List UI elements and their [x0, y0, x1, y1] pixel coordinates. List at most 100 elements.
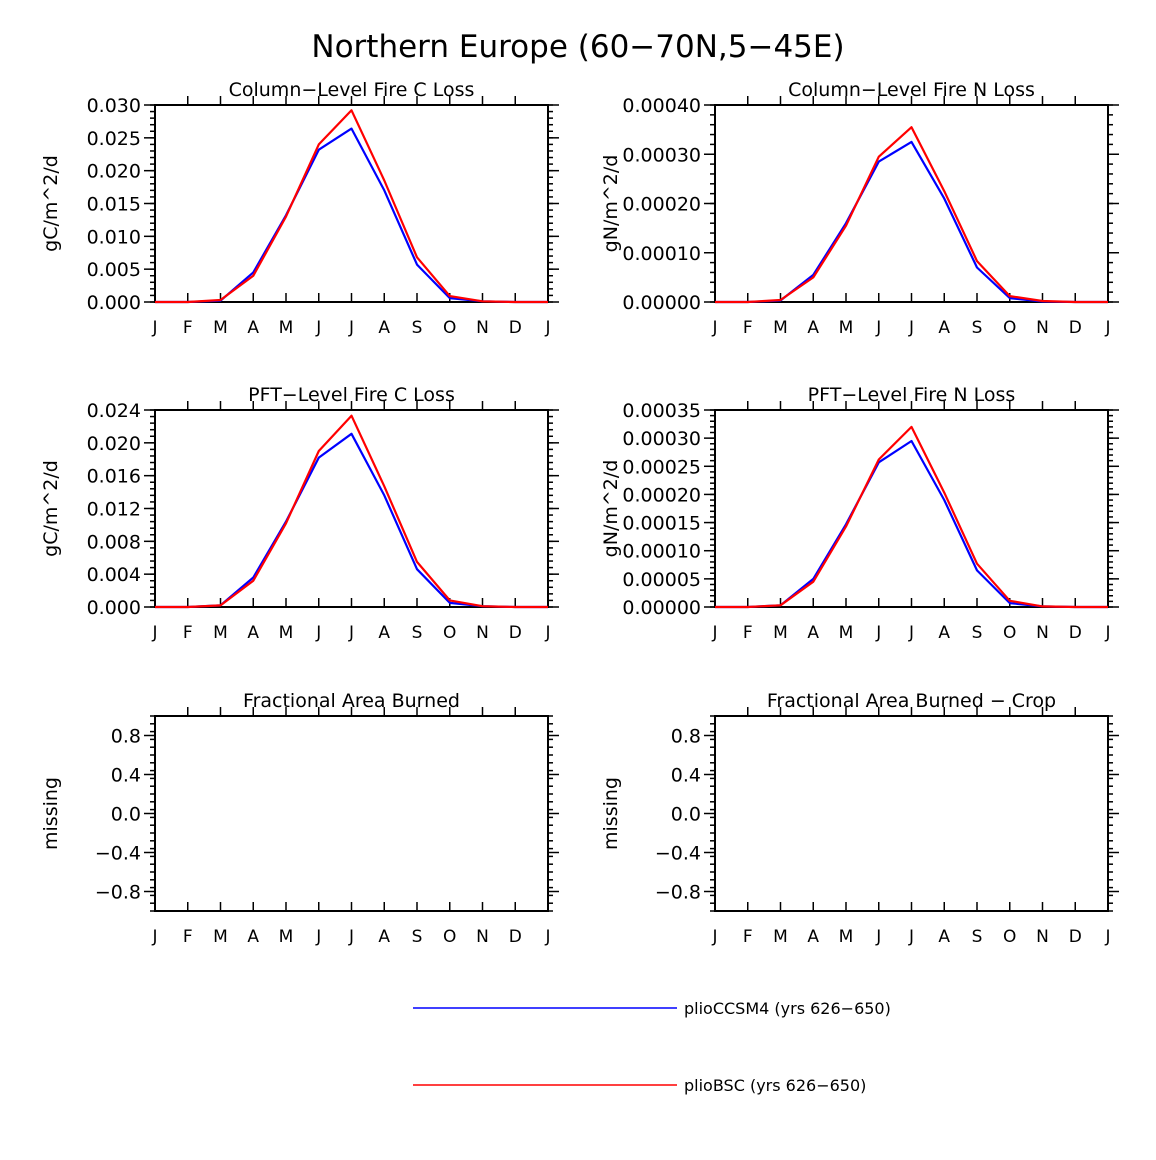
x-tick-label: J [315, 927, 321, 947]
y-tick-label: 0.00025 [622, 456, 701, 478]
x-tick-label: S [412, 318, 423, 338]
legend-label: plioBSC (yrs 626−650) [684, 1076, 866, 1095]
y-tick-label: 0.008 [87, 531, 141, 553]
x-tick-label: A [247, 623, 259, 643]
x-tick-label: M [279, 318, 294, 338]
x-tick-label: M [213, 318, 228, 338]
plot-frame [714, 104, 1109, 303]
y-tick-label: 0.00030 [622, 144, 701, 166]
x-tick-label: J [875, 318, 881, 338]
y-tick-label: 0.012 [87, 499, 141, 521]
x-tick-label: D [1069, 318, 1082, 338]
x-tick-label: J [711, 927, 717, 947]
x-tick-label: O [1003, 318, 1016, 338]
x-tick-label: N [476, 318, 489, 338]
x-tick-label: A [378, 318, 390, 338]
x-tick-label: F [183, 927, 193, 947]
x-tick-label: J [1104, 318, 1110, 338]
legend: plioCCSM4 (yrs 626−650) plioBSC (yrs 626−… [413, 999, 891, 1095]
x-tick-label: N [1036, 318, 1049, 338]
y-axis-label: gN/m^2/d [600, 155, 622, 253]
y-axis-label: gC/m^2/d [40, 460, 62, 557]
x-tick-label: M [213, 623, 228, 643]
x-tick-label: D [509, 927, 522, 947]
x-tick-label: J [348, 623, 354, 643]
series-line-bsc [155, 109, 548, 304]
y-tick-label: 0.025 [87, 128, 141, 150]
x-tick-label: M [213, 927, 228, 947]
y-tick-label: 0.4 [671, 765, 701, 787]
plot-frame [154, 409, 549, 608]
x-tick-label: D [1069, 623, 1082, 643]
panel-title: PFT−Level Fire C Loss [248, 384, 455, 406]
x-tick-label: J [315, 318, 321, 338]
x-tick-label: J [875, 623, 881, 643]
y-tick-label: 0.004 [87, 564, 141, 586]
y-tick-label: 0.000 [87, 597, 141, 619]
chart-panel-2: J F M A M J J A S O N D J0.000000.000100.000200.0003… [600, 79, 1119, 338]
x-tick-label: A [938, 927, 950, 947]
x-tick-label: D [509, 318, 522, 338]
x-tick-label: J [908, 318, 914, 338]
plot-frame [154, 715, 549, 912]
x-tick-label: M [839, 927, 854, 947]
x-tick-label: J [348, 927, 354, 947]
y-tick-label: 0.4 [111, 765, 141, 787]
y-tick-label: 0.00000 [622, 597, 701, 619]
panel-title: Fractional Area Burned [243, 690, 460, 712]
series-line-ccsm4 [715, 140, 1108, 304]
y-tick-label: 0.016 [87, 466, 141, 488]
y-tick-label: 0.00020 [622, 194, 701, 216]
chart-panel-6: J F M A M J J A S O N D J−0.8−0.40.00.40.8Fractional… [600, 690, 1119, 947]
y-tick-label: 0.0 [111, 804, 141, 826]
y-axis-label: gN/m^2/d [600, 460, 622, 558]
x-tick-label: O [443, 623, 456, 643]
x-tick-label: F [743, 927, 753, 947]
plot-frame [714, 409, 1109, 608]
y-tick-label: −0.4 [655, 843, 701, 865]
x-tick-label: J [1104, 927, 1110, 947]
x-tick-label: M [839, 623, 854, 643]
y-tick-label: 0.020 [87, 433, 141, 455]
x-tick-label: N [476, 927, 489, 947]
x-tick-label: J [875, 927, 881, 947]
x-tick-label: F [743, 318, 753, 338]
x-tick-label: J [348, 318, 354, 338]
series-line-ccsm4 [715, 439, 1108, 609]
series-line-ccsm4 [155, 432, 548, 609]
x-tick-label: N [1036, 927, 1049, 947]
x-tick-label: A [938, 623, 950, 643]
x-tick-label: N [1036, 623, 1049, 643]
x-tick-label: M [839, 318, 854, 338]
x-tick-label: A [938, 318, 950, 338]
x-tick-label: O [443, 927, 456, 947]
legend-label: plioCCSM4 (yrs 626−650) [684, 999, 891, 1018]
chart-panel-5: J F M A M J J A S O N D J−0.8−0.40.00.40.8Fractional… [40, 690, 559, 947]
x-tick-label: D [509, 623, 522, 643]
x-tick-label: M [773, 623, 788, 643]
y-tick-label: 0.0 [671, 804, 701, 826]
x-tick-label: M [773, 927, 788, 947]
figure-title: Northern Europe (60−70N,5−45E) [311, 29, 844, 65]
x-tick-label: J [151, 318, 157, 338]
y-tick-label: −0.8 [95, 882, 141, 904]
y-tick-label: 0.00005 [622, 569, 701, 591]
plot-frame [154, 104, 549, 303]
x-tick-label: J [711, 623, 717, 643]
chart-panel-1: J F M A M J J A S O N D J0.0000.0050.0100.0150.0200.… [40, 79, 559, 338]
x-tick-label: S [972, 927, 983, 947]
panel-title: PFT−Level Fire N Loss [808, 384, 1016, 406]
x-tick-label: M [279, 927, 294, 947]
x-tick-label: A [378, 927, 390, 947]
x-tick-label: F [183, 623, 193, 643]
y-tick-label: 0.015 [87, 194, 141, 216]
series-line-ccsm4 [155, 127, 548, 304]
y-tick-label: 0.010 [87, 226, 141, 248]
x-tick-label: M [773, 318, 788, 338]
series-line-bsc [715, 126, 1108, 304]
series-line-bsc [715, 425, 1108, 609]
y-tick-label: 0.005 [87, 259, 141, 281]
y-tick-label: 0.00010 [622, 541, 701, 563]
